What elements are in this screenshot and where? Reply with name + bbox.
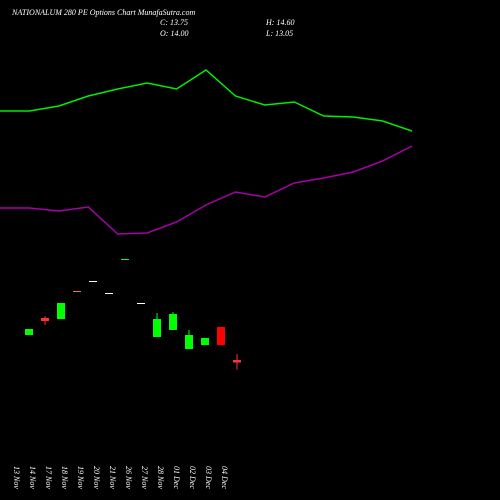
candle-body — [169, 314, 177, 330]
candle-body — [217, 327, 225, 345]
close-text: C: 13.75 — [160, 18, 188, 27]
x-tick-label: 01 Dec — [172, 466, 181, 489]
x-tick-label: 19 Nov — [76, 466, 85, 489]
candle-body — [185, 335, 193, 349]
x-tick-label: 03 Dec — [204, 466, 213, 489]
candle-body — [73, 291, 81, 292]
x-tick-label: 02 Dec — [188, 466, 197, 489]
x-tick-label: 04 Dec — [220, 466, 229, 489]
candle-body — [25, 329, 33, 335]
overlay-line — [0, 69, 413, 132]
x-tick-label: 14 Nov — [28, 466, 37, 489]
x-tick-label: 18 Nov — [60, 466, 69, 489]
x-tick-label: 21 Nov — [108, 466, 117, 489]
overlay-line — [0, 145, 413, 235]
x-tick-label: 20 Nov — [92, 466, 101, 489]
candle-body — [153, 319, 161, 337]
high-text: H: 14.60 — [265, 18, 294, 27]
candle-body — [41, 318, 49, 321]
candle-body — [89, 281, 97, 282]
candle-body — [57, 303, 65, 319]
x-tick-label: 13 Nov — [12, 466, 21, 489]
candle-body — [201, 338, 209, 345]
x-tick-label: 28 Nov — [156, 466, 165, 489]
x-tick-label: 27 Nov — [140, 466, 149, 489]
candle-body — [233, 360, 241, 363]
candle-body — [121, 259, 129, 260]
chart-title: NATIONALUM 280 PE Options Chart MunafaSu… — [11, 8, 195, 17]
x-tick-label: 26 Nov — [124, 466, 133, 489]
candle-body — [137, 303, 145, 304]
candle-body — [105, 293, 113, 294]
low-text: L: 13.05 — [265, 29, 293, 38]
open-text: O: 14.00 — [160, 29, 188, 38]
x-tick-label: 17 Nov — [44, 466, 53, 489]
